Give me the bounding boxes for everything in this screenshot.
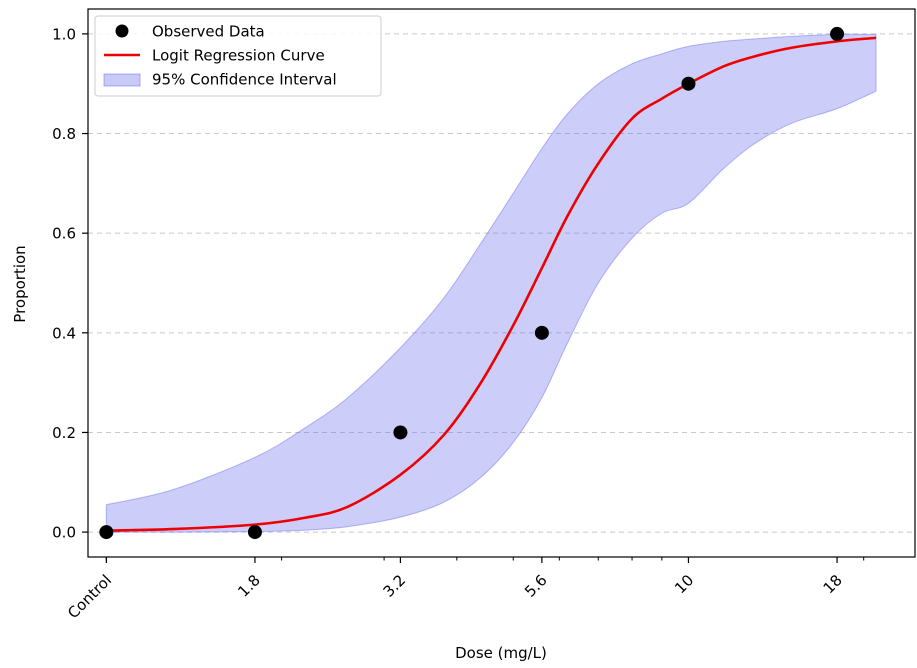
data-point: [830, 26, 845, 41]
y-tick-label: 0.8: [52, 125, 76, 143]
y-tick-label: 0.4: [52, 324, 76, 342]
data-point: [534, 325, 549, 340]
x-tick-label: 10: [671, 571, 697, 597]
y-tick-label: 0.0: [52, 524, 76, 542]
confidence-band: [105, 33, 877, 533]
data-point: [681, 76, 696, 91]
regression-curve-layer: [106, 36, 877, 532]
axes-frame: [87, 8, 916, 558]
data-point: [99, 525, 114, 540]
y-tick-label: 1.0: [52, 25, 76, 43]
legend-label-regression-curve: Logit Regression Curve: [152, 47, 325, 65]
x-tick-label: 18: [820, 571, 846, 597]
x-tick-label: 3.2: [380, 571, 410, 601]
x-tick-label: 1.8: [234, 571, 264, 601]
x-tick-label: Control: [64, 571, 115, 622]
observed-points-layer: [99, 26, 845, 540]
axes-layer: 0.0 0.2 0.4 0.6 0.8 1.0 Control 1.8 3.2 5.6 10 18: [52, 8, 916, 622]
legend: Observed Data Logit Regression Curve 95%…: [94, 15, 382, 97]
x-axis-label: Dose (mg/L): [455, 644, 547, 662]
legend-marker-confidence-interval: [103, 73, 141, 87]
y-tick-label: 0.6: [52, 225, 76, 243]
legend-label-observed-data: Observed Data: [152, 23, 265, 41]
data-point: [393, 425, 408, 440]
legend-box: [94, 15, 382, 97]
legend-label-confidence-interval: 95% Confidence Interval: [152, 71, 337, 89]
legend-marker-observed-data: [115, 24, 129, 38]
regression-curve: [106, 36, 877, 532]
y-tick-label: 0.2: [52, 424, 76, 442]
x-tick-label: 5.6: [521, 571, 551, 601]
data-point: [247, 525, 262, 540]
y-axis-label: Proportion: [11, 245, 29, 322]
confidence-band-layer: [105, 33, 877, 533]
